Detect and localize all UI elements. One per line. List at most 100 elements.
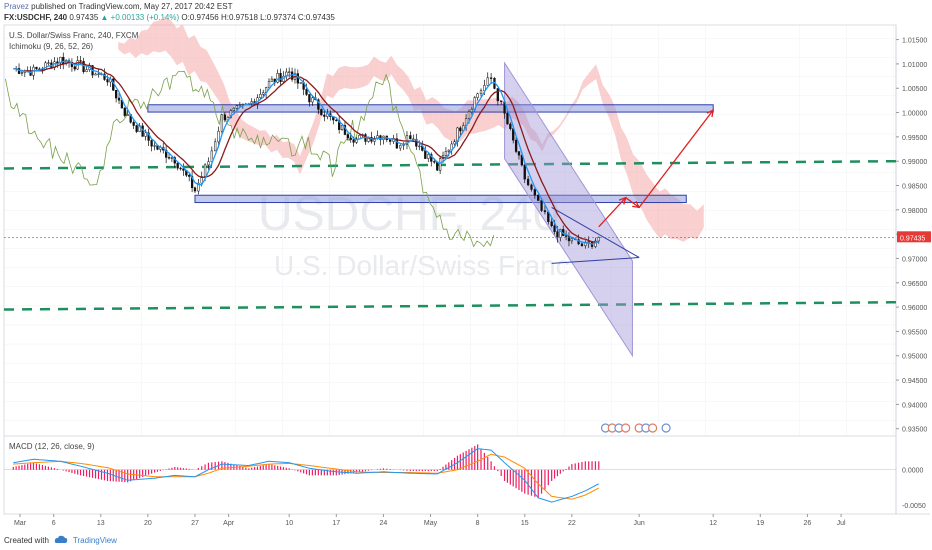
macd-histogram-bar bbox=[594, 461, 597, 470]
macd-histogram-bar bbox=[211, 462, 213, 470]
kumo-segment bbox=[362, 64, 369, 88]
candle-body bbox=[427, 154, 430, 159]
macd-histogram-bar bbox=[124, 469, 126, 483]
y-tick-label: 0.96500 bbox=[902, 281, 927, 288]
last-price: 0.97435 bbox=[69, 13, 99, 22]
support-lines bbox=[3, 159, 897, 311]
kumo-segment bbox=[615, 107, 622, 160]
macd-title[interactable]: MACD (12, 26, close, 9) bbox=[9, 442, 95, 451]
candle-body bbox=[267, 81, 271, 88]
kumo-segment bbox=[338, 65, 345, 91]
y-tick-label: 1.01500 bbox=[902, 38, 927, 45]
macd-histogram-bar bbox=[274, 465, 276, 470]
candle-body bbox=[453, 141, 456, 145]
macd-histogram-bar bbox=[85, 469, 88, 477]
macd-histogram-bar bbox=[29, 463, 32, 470]
candle-body bbox=[486, 77, 489, 86]
tradingview-brand[interactable]: TradingView bbox=[72, 536, 117, 545]
candle-body bbox=[438, 158, 442, 171]
macd-histogram-bar bbox=[142, 469, 144, 477]
candle-body bbox=[85, 69, 88, 73]
macd-histogram-bar bbox=[521, 469, 523, 492]
candle-body bbox=[355, 138, 358, 143]
kumo-segment bbox=[676, 197, 684, 242]
candle-body bbox=[323, 114, 326, 117]
kumo-segment bbox=[259, 130, 266, 146]
event-flag-icon[interactable] bbox=[661, 423, 671, 433]
kumo-segment bbox=[147, 21, 154, 56]
candle-body bbox=[556, 231, 559, 238]
macd-histogram-bar bbox=[53, 468, 55, 470]
kumo-segment bbox=[479, 99, 486, 133]
kumo-segment bbox=[332, 67, 339, 99]
macd-histogram-bar bbox=[91, 469, 94, 478]
x-tick-label: 15 bbox=[521, 520, 529, 527]
candle-body bbox=[103, 73, 106, 80]
author-name[interactable]: Pravez bbox=[4, 2, 29, 11]
candle-body bbox=[164, 149, 168, 158]
candle-body bbox=[223, 114, 227, 121]
kumo-segment bbox=[153, 20, 160, 53]
macd-histogram-bar bbox=[358, 469, 361, 473]
kumo-segment bbox=[176, 24, 183, 66]
macd-histogram-bar bbox=[598, 461, 600, 470]
candle-body bbox=[117, 97, 121, 101]
macd-histogram-bar bbox=[239, 465, 241, 470]
macd-histogram-bar bbox=[424, 469, 426, 472]
macd-histogram-bar bbox=[151, 469, 153, 474]
candle-body bbox=[489, 77, 493, 79]
kumo-segment bbox=[444, 107, 450, 141]
kumo-segment bbox=[306, 122, 314, 159]
macd-histogram-bar bbox=[148, 469, 150, 475]
macd-histogram-bar bbox=[47, 466, 50, 470]
candle-body bbox=[537, 194, 540, 201]
kumo-segment bbox=[124, 37, 130, 55]
macd-histogram-bar bbox=[88, 469, 91, 478]
kumo-segment bbox=[241, 119, 248, 142]
candle-body bbox=[153, 145, 156, 147]
economic-events[interactable] bbox=[600, 423, 671, 433]
kijun-sen bbox=[13, 61, 599, 243]
macd-histogram-bar bbox=[21, 465, 23, 470]
candle-body bbox=[564, 235, 568, 237]
candle-body bbox=[203, 164, 207, 177]
y-tick-label: 0.97000 bbox=[902, 256, 927, 263]
macd-histogram-bar bbox=[497, 469, 499, 472]
macd-histogram-bar bbox=[326, 469, 328, 476]
price-change: ▲ +0.00133 (+0.14%) bbox=[100, 13, 180, 22]
macd-histogram-bar bbox=[329, 469, 331, 476]
x-tick-label: 19 bbox=[756, 520, 764, 527]
macd-histogram-bar bbox=[577, 462, 580, 470]
macd-histogram-bar bbox=[285, 467, 287, 470]
kumo-segment bbox=[235, 109, 242, 139]
macd-histogram-bar bbox=[207, 462, 210, 470]
projection-arrows bbox=[598, 108, 715, 228]
candle-body bbox=[506, 112, 509, 125]
candle-body bbox=[317, 99, 320, 110]
candle-body bbox=[79, 60, 82, 62]
macd-histogram-bar bbox=[379, 468, 382, 470]
event-flag-icon[interactable] bbox=[621, 423, 631, 433]
macd-histogram-bar bbox=[174, 466, 176, 470]
candle-body bbox=[533, 189, 536, 196]
kumo-segment bbox=[218, 72, 225, 110]
projection-segment bbox=[625, 197, 640, 208]
kumo-segment bbox=[344, 65, 351, 90]
macd-histogram-bar bbox=[427, 469, 429, 472]
indicator-label[interactable]: Ichimoku (9, 26, 52, 26) bbox=[9, 42, 94, 51]
wedge-lower bbox=[551, 256, 640, 264]
candle-body bbox=[288, 71, 291, 73]
candle-body bbox=[232, 107, 236, 111]
candle-body bbox=[238, 104, 241, 106]
macd-histogram-bar bbox=[544, 469, 546, 490]
candle-body bbox=[305, 89, 308, 95]
candle-body bbox=[587, 241, 590, 243]
candle-body bbox=[424, 150, 427, 159]
macd-histogram-bar bbox=[442, 466, 444, 470]
cloud-icon bbox=[54, 535, 68, 546]
candle-body bbox=[35, 66, 38, 70]
y-tick-label: 0.95000 bbox=[902, 354, 927, 361]
event-flag-icon[interactable] bbox=[648, 423, 658, 433]
macd-histogram-bar bbox=[551, 469, 553, 481]
